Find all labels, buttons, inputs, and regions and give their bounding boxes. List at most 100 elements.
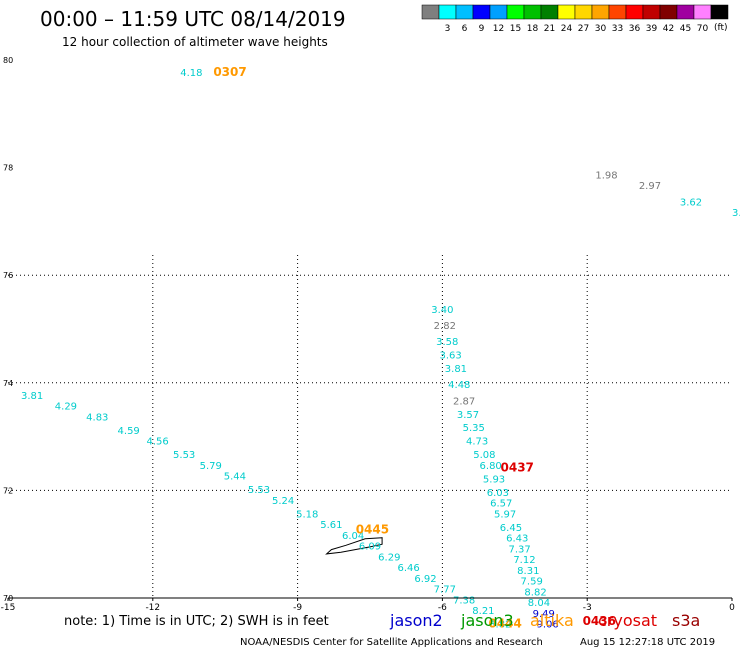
colorbar-label: 45	[680, 24, 691, 34]
pass-time-label: 0445	[356, 522, 389, 536]
colorbar-label: 39	[646, 24, 658, 34]
swh-value-label: 5.53	[248, 485, 270, 496]
satellite-legend: jason2 jason3 altika cryosat s3a	[389, 611, 700, 630]
colorbar-label: 21	[544, 24, 555, 34]
x-tick-label: -9	[293, 603, 302, 613]
swh-value-label: 5.93	[483, 474, 505, 485]
colorbar-swatch	[506, 4, 525, 20]
colorbar-swatch	[659, 4, 678, 20]
swh-value-label: 4.83	[86, 412, 108, 423]
swh-value-label: 2.97	[639, 181, 661, 192]
colorbar-label: 33	[612, 24, 623, 34]
swh-value-label: 5.18	[296, 509, 318, 520]
satellite-legend-jason2: jason2	[389, 611, 443, 630]
colorbar-label: 15	[510, 24, 521, 34]
island-outline	[325, 537, 383, 555]
colorbar-swatch	[557, 4, 576, 20]
swh-value-label: 1.98	[595, 170, 617, 181]
colorbar-label: 12	[493, 24, 504, 34]
swh-value-label: 5.35	[463, 423, 485, 434]
colorbar-swatch	[472, 4, 491, 20]
y-tick-label: 72	[3, 486, 13, 495]
swh-value-label: 3.62	[680, 197, 702, 208]
y-tick-label: 74	[3, 379, 13, 388]
chart-title: 00:00 – 11:59 UTC 08/14/2019	[40, 7, 346, 31]
swh-value-label: 5.44	[224, 472, 246, 483]
pass-time-label: 0444	[488, 617, 521, 631]
swh-value-label: 9.06	[536, 620, 558, 631]
swh-value-label: 6.46	[397, 563, 419, 574]
swh-value-label: 6.45	[500, 523, 522, 534]
colorbar-swatch	[625, 4, 644, 20]
pass-time-label: 0437	[501, 461, 534, 475]
swh-value-label: 6.04	[342, 531, 364, 542]
colorbar-swatch	[574, 4, 593, 20]
colorbar-swatch	[438, 4, 457, 20]
swh-value-label: 8.04	[528, 598, 550, 609]
swh-value-label: 8.31	[517, 566, 539, 577]
swh-value-label: 2.82	[434, 321, 456, 332]
chart-subtitle: 12 hour collection of altimeter wave hei…	[62, 35, 328, 49]
colorbar-swatch	[455, 4, 474, 20]
swh-value-label: 8.82	[489, 620, 511, 631]
plot-frame	[8, 60, 732, 598]
colorbar-swatch	[421, 4, 440, 20]
swh-value-label: 8.21	[472, 606, 494, 617]
swh-value-label: 7.12	[513, 555, 535, 566]
colorbar-label: 6	[462, 24, 468, 34]
colorbar: 3 6 9 12 15 18 21 24 27 30 33 36 39 42 45 70	[421, 4, 729, 34]
swh-points: 4.18 1.98 2.97 3.62 3. 3.40 2.82 3.58 3.63 3.81 4.…	[21, 68, 740, 630]
swh-value-label: 5.24	[272, 496, 294, 507]
grid-lines	[8, 255, 732, 598]
swh-value-label: 3.63	[439, 351, 461, 362]
colorbar-swatch	[523, 4, 542, 20]
plot-area: 707274767880 -15-12-9-6-30 4.181.982.973…	[1, 56, 740, 631]
swh-value-label: 4.29	[55, 402, 77, 413]
swh-value-label: 6.80	[480, 461, 502, 472]
swh-value-label: 7.59	[521, 577, 543, 588]
footer-credit: NOAA/NESDIS Center for Satellite Applica…	[240, 637, 543, 648]
footer-note: note: 1) Time is in UTC; 2) SWH is in fe…	[64, 614, 329, 629]
x-tick-label: -6	[438, 603, 447, 613]
colorbar-swatch	[608, 4, 627, 20]
x-tick-label: -15	[1, 603, 16, 613]
footer-timestamp: Aug 15 12:27:18 UTC 2019	[580, 637, 715, 648]
colorbar-swatch	[642, 4, 661, 20]
y-tick-label: 80	[3, 56, 13, 65]
swh-value-label: 6.43	[506, 534, 528, 545]
swh-value-label: 6.09	[359, 542, 381, 553]
swh-value-label: 3.81	[445, 364, 467, 375]
satellite-legend-jason3: jason3	[460, 611, 514, 630]
pass-time-label: 0307	[213, 65, 246, 79]
colorbar-label: 24	[561, 24, 573, 34]
colorbar-swatch	[489, 4, 508, 20]
swh-value-label: 4.56	[146, 437, 168, 448]
colorbar-unit: (ft)	[714, 23, 728, 33]
y-tick-label: 76	[3, 271, 13, 280]
swh-value-label: 5.61	[320, 520, 342, 531]
swh-value-label: 6.57	[490, 499, 512, 510]
swh-value-label: 2.87	[453, 396, 475, 407]
swh-value-label: 3.40	[431, 305, 453, 316]
swh-value-label: 3.	[732, 208, 740, 219]
colorbar-label: 36	[629, 24, 641, 34]
x-tick-label: -3	[583, 603, 592, 613]
colorbar-label: 27	[578, 24, 589, 34]
colorbar-label: 3	[445, 24, 451, 34]
colorbar-swatch	[710, 4, 729, 20]
swh-value-label: 6.03	[487, 488, 509, 499]
colorbar-swatch	[693, 4, 712, 20]
y-tick-label: 78	[3, 164, 13, 173]
swh-value-label: 3.81	[21, 391, 43, 402]
swh-value-label: 5.97	[494, 509, 516, 520]
swh-value-label: 5.79	[200, 461, 222, 472]
colorbar-swatch	[540, 4, 559, 20]
swh-value-label: 4.18	[180, 68, 202, 79]
colorbar-label: 42	[663, 24, 674, 34]
colorbar-label: 18	[527, 24, 539, 34]
swh-value-label: 9.49	[533, 609, 555, 620]
colorbar-label: 9	[479, 24, 485, 34]
swh-value-label: 7.38	[453, 595, 475, 606]
y-axis-ticks: 707274767880	[3, 56, 13, 603]
